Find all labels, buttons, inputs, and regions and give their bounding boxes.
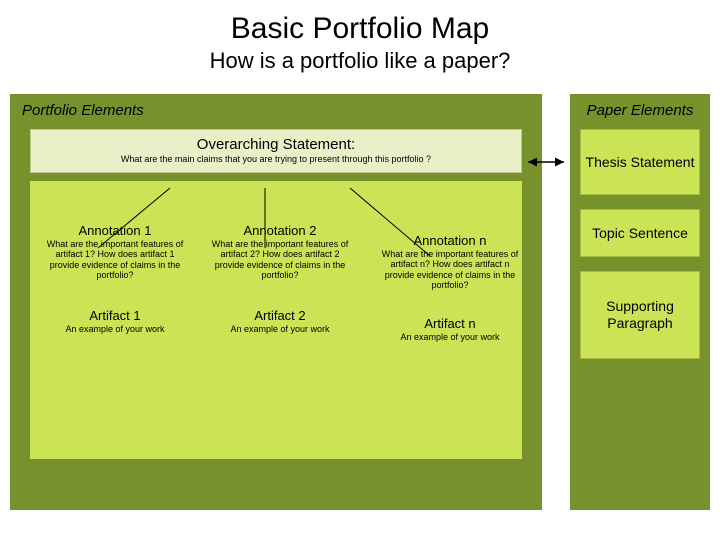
artifact-body: An example of your work <box>205 324 355 334</box>
annotation-title: Annotation 2 <box>205 223 355 238</box>
artifact-title: Artifact 1 <box>40 308 190 323</box>
artifact-title: Artifact n <box>375 316 525 331</box>
annotation-body: What are the important features of artif… <box>375 249 525 290</box>
columns-container: Portfolio Elements Overarching Statement… <box>10 94 710 510</box>
annotation-title: Annotation n <box>375 233 525 248</box>
annotation-body: What are the important features of artif… <box>40 239 190 280</box>
annotation-column-1: Annotation 1 What are the important feat… <box>40 223 190 334</box>
annotation-title: Annotation 1 <box>40 223 190 238</box>
annotations-container: Annotation 1 What are the important feat… <box>30 181 522 459</box>
paper-header: Paper Elements <box>580 102 700 119</box>
artifact-body: An example of your work <box>40 324 190 334</box>
artifact-body: An example of your work <box>375 332 525 342</box>
overarching-title: Overarching Statement: <box>51 136 501 153</box>
overarching-subtitle: What are the main claims that you are tr… <box>51 154 501 164</box>
annotation-column-n: Annotation n What are the important feat… <box>375 233 525 342</box>
subtitle: How is a portfolio like a paper? <box>0 48 720 74</box>
thesis-statement-box: Thesis Statement <box>580 129 700 195</box>
supporting-paragraph-box: Supporting Paragraph <box>580 271 700 359</box>
portfolio-panel: Portfolio Elements Overarching Statement… <box>10 94 542 510</box>
paper-panel: Paper Elements Thesis Statement Topic Se… <box>570 94 710 510</box>
overarching-statement-box: Overarching Statement: What are the main… <box>30 129 522 173</box>
artifact-title: Artifact 2 <box>205 308 355 323</box>
portfolio-header: Portfolio Elements <box>22 102 530 119</box>
topic-sentence-box: Topic Sentence <box>580 209 700 257</box>
main-title: Basic Portfolio Map <box>0 12 720 46</box>
title-block: Basic Portfolio Map How is a portfolio l… <box>0 0 720 74</box>
annotation-column-2: Annotation 2 What are the important feat… <box>205 223 355 334</box>
annotation-body: What are the important features of artif… <box>205 239 355 280</box>
